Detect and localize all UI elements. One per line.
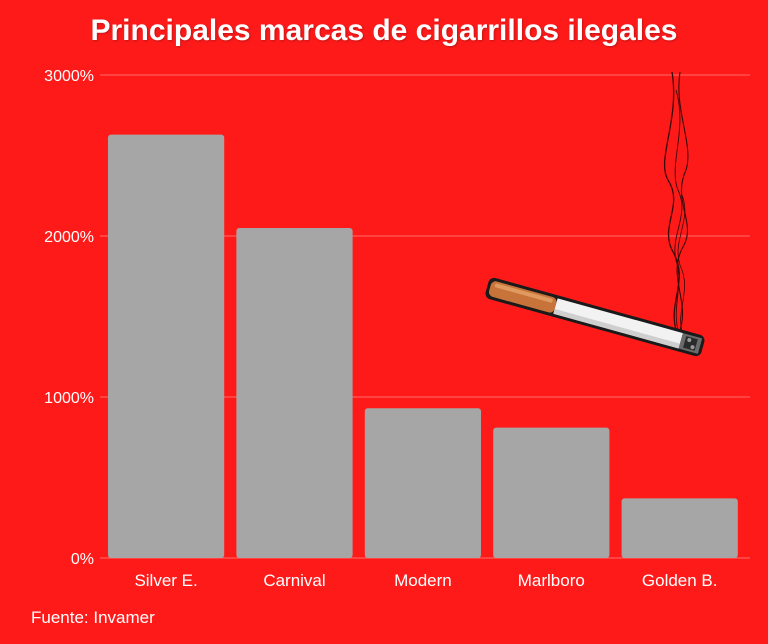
bar (621, 498, 738, 558)
x-tick-label: Modern (394, 571, 452, 590)
x-tick-label: Silver E. (134, 571, 197, 590)
bar (108, 134, 225, 558)
x-tick-label: Golden B. (642, 571, 718, 590)
bar (236, 227, 353, 558)
source-note: Fuente: Invamer (31, 608, 155, 627)
y-tick-label: 2000% (44, 229, 94, 246)
bar (493, 427, 610, 558)
y-tick-label: 1000% (44, 390, 94, 407)
y-axis-ticks: 0% 1000% 2000% 3000% (44, 68, 94, 568)
x-tick-label: Carnival (263, 571, 325, 590)
x-axis-ticks: Silver E. Carnival Modern Marlboro Golden B. (134, 571, 717, 590)
y-tick-label: 3000% (44, 68, 94, 85)
chart-title: Principales marcas de cigarrillos ilegal… (90, 14, 678, 47)
y-tick-label: 0% (71, 551, 94, 568)
bar-chart: 0% 1000% 2000% 3000% Silver E. Carnival Moder… (44, 68, 750, 590)
bars (108, 134, 738, 558)
bar (364, 408, 482, 558)
x-tick-label: Marlboro (518, 571, 585, 590)
cigarette-icon (485, 71, 705, 357)
